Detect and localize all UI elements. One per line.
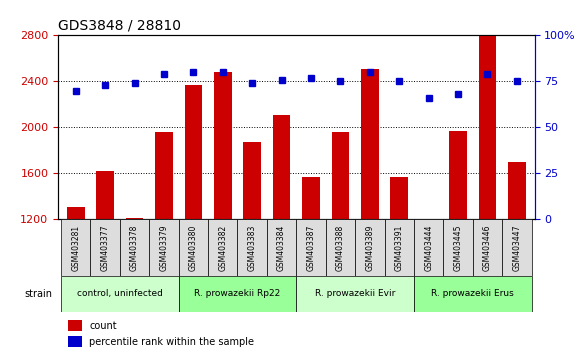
Text: GSM403380: GSM403380 xyxy=(189,224,198,271)
Text: control, uninfected: control, uninfected xyxy=(77,289,163,298)
Text: GSM403383: GSM403383 xyxy=(248,224,257,271)
FancyBboxPatch shape xyxy=(267,219,296,276)
Bar xyxy=(96,171,114,219)
FancyBboxPatch shape xyxy=(208,219,238,276)
Text: GSM403281: GSM403281 xyxy=(71,225,80,271)
FancyBboxPatch shape xyxy=(120,219,149,276)
Bar xyxy=(67,207,85,219)
Bar xyxy=(273,115,290,219)
Bar xyxy=(479,34,496,219)
Text: GSM403379: GSM403379 xyxy=(159,224,168,271)
FancyBboxPatch shape xyxy=(179,276,296,312)
Text: GSM403445: GSM403445 xyxy=(454,224,462,271)
Text: GSM403444: GSM403444 xyxy=(424,224,433,271)
Text: GSM403447: GSM403447 xyxy=(512,224,521,271)
Bar xyxy=(243,142,261,219)
FancyBboxPatch shape xyxy=(414,219,443,276)
Bar xyxy=(420,219,437,221)
Text: GSM403388: GSM403388 xyxy=(336,225,345,271)
Text: count: count xyxy=(89,321,117,331)
Text: strain: strain xyxy=(24,289,52,299)
Bar xyxy=(361,69,379,219)
Text: GSM403391: GSM403391 xyxy=(394,224,404,271)
FancyBboxPatch shape xyxy=(414,276,532,312)
FancyBboxPatch shape xyxy=(238,219,267,276)
Text: R. prowazekii Rp22: R. prowazekii Rp22 xyxy=(195,289,281,298)
Text: R. prowazekii Erus: R. prowazekii Erus xyxy=(431,289,514,298)
Text: GSM403384: GSM403384 xyxy=(277,224,286,271)
FancyBboxPatch shape xyxy=(61,276,179,312)
Bar xyxy=(302,177,320,219)
Bar xyxy=(67,336,82,347)
FancyBboxPatch shape xyxy=(443,219,473,276)
Text: GSM403377: GSM403377 xyxy=(101,224,110,271)
Text: GSM403387: GSM403387 xyxy=(307,224,315,271)
Bar xyxy=(390,177,408,219)
FancyBboxPatch shape xyxy=(355,219,385,276)
Text: GSM403389: GSM403389 xyxy=(365,224,374,271)
Bar xyxy=(449,131,467,219)
FancyBboxPatch shape xyxy=(91,219,120,276)
FancyBboxPatch shape xyxy=(473,219,502,276)
Text: percentile rank within the sample: percentile rank within the sample xyxy=(89,337,254,347)
Bar xyxy=(125,218,144,219)
Text: R. prowazekii Evir: R. prowazekii Evir xyxy=(315,289,395,298)
Text: GDS3848 / 28810: GDS3848 / 28810 xyxy=(58,19,181,33)
FancyBboxPatch shape xyxy=(179,219,208,276)
Text: GSM403378: GSM403378 xyxy=(130,224,139,271)
FancyBboxPatch shape xyxy=(296,219,326,276)
Bar xyxy=(67,320,82,331)
Bar xyxy=(332,132,349,219)
FancyBboxPatch shape xyxy=(385,219,414,276)
Text: GSM403382: GSM403382 xyxy=(218,225,227,271)
FancyBboxPatch shape xyxy=(149,219,179,276)
FancyBboxPatch shape xyxy=(61,219,91,276)
Text: GSM403446: GSM403446 xyxy=(483,224,492,271)
FancyBboxPatch shape xyxy=(326,219,355,276)
FancyBboxPatch shape xyxy=(296,276,414,312)
Bar xyxy=(185,85,202,219)
FancyBboxPatch shape xyxy=(502,219,532,276)
Bar xyxy=(214,72,232,219)
Bar xyxy=(508,162,526,219)
Bar xyxy=(155,132,173,219)
